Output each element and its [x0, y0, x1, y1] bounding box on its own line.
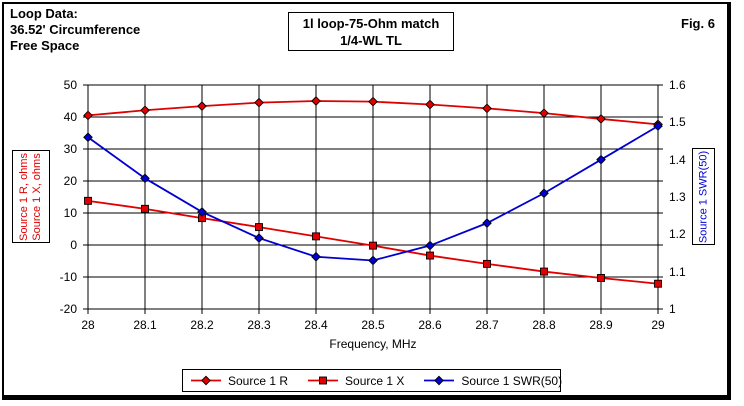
x-axis-tick: 28	[81, 318, 95, 332]
x-axis-tick: 28.3	[247, 318, 271, 332]
right-axis-tick: 1.4	[669, 152, 686, 167]
legend-item: Source 1 R	[191, 374, 288, 388]
diamond-marker	[539, 108, 549, 118]
left-axis-tick: -10	[59, 270, 77, 284]
square-marker	[312, 232, 320, 241]
x-axis-tick: 28.9	[589, 318, 613, 332]
square-marker	[255, 223, 263, 232]
diamond-marker	[311, 96, 321, 106]
plot-area	[83, 84, 663, 314]
x-axis-tick: 28.5	[361, 318, 385, 332]
square-marker	[369, 241, 377, 250]
left-axis-tick: 50	[63, 78, 77, 92]
diamond-marker	[254, 233, 264, 243]
diamond-marker	[197, 101, 207, 111]
right-axis-tick: 1.5	[669, 115, 686, 130]
loop-data-line1: Loop Data:	[10, 6, 78, 21]
diamond-marker	[368, 96, 378, 107]
figure-number: Fig. 6	[681, 16, 715, 31]
square-marker	[84, 196, 92, 205]
loop-data-line3: Free Space	[10, 38, 80, 53]
diamond-marker	[539, 188, 549, 199]
right-axis-tick: 1.1	[669, 264, 686, 279]
diamond-marker	[311, 251, 321, 262]
diamond-marker	[482, 218, 492, 228]
x-axis-tick: 28.1	[133, 318, 157, 332]
diamond-marker	[368, 255, 378, 266]
left-axis-title-line2: Source 1 X, ohms	[31, 152, 43, 241]
right-axis-tick: 1.6	[669, 78, 686, 92]
square-marker	[654, 279, 662, 288]
square-marker	[141, 204, 149, 213]
legend-label: Source 1 SWR(50)	[461, 373, 563, 388]
diamond-marker	[83, 132, 93, 143]
x-axis-tick: 28.2	[190, 318, 214, 332]
window-frame	[2, 2, 731, 400]
chart-title-line1: 1l loop-75-Ohm match	[302, 16, 440, 31]
x-axis-tick: 28.7	[475, 318, 499, 332]
right-axis-title: Source 1 SWR(50)	[697, 150, 709, 243]
left-axis-title-box: Source 1 R, ohms Source 1 X, ohms	[12, 150, 50, 243]
square-marker	[426, 251, 434, 260]
diamond-marker	[201, 375, 211, 386]
legend-item: Source 1 SWR(50)	[424, 374, 562, 388]
x-axis-tick: 28.6	[418, 318, 442, 332]
legend-marker-icon	[424, 375, 455, 386]
square-marker	[540, 267, 548, 276]
legend-label: Source 1 X	[345, 373, 405, 388]
square-marker	[319, 376, 327, 385]
chart-title-box: 1l loop-75-Ohm match 1/4-WL TL	[288, 12, 454, 51]
left-axis-tick: 0	[70, 238, 77, 252]
loop-data-line2: 36.52' Circumference	[10, 22, 141, 37]
x-axis-title: Frequency, MHz	[329, 337, 417, 351]
legend-marker-icon	[191, 375, 221, 386]
right-axis-tick: 1.3	[669, 190, 686, 204]
left-axis-tick: 30	[63, 142, 77, 156]
x-axis-tick: 28.4	[304, 318, 328, 332]
left-axis-tick: 20	[63, 174, 77, 188]
diamond-marker	[653, 121, 663, 131]
left-axis-tick: -20	[59, 302, 77, 316]
diamond-marker	[596, 114, 606, 124]
left-axis-tick: 40	[63, 110, 77, 124]
right-axis-title-box: Source 1 SWR(50)	[692, 148, 715, 245]
diamond-marker	[83, 110, 93, 121]
x-axis-tick: 29	[651, 318, 665, 332]
legend-item: Source 1 X	[308, 374, 404, 388]
x-axis-tick: 28.8	[532, 318, 556, 332]
left-axis-tick: 10	[63, 206, 77, 220]
left-axis-title-line1: Source 1 R, ohms	[18, 152, 30, 241]
square-marker	[483, 259, 491, 268]
diamond-marker	[254, 97, 264, 108]
right-axis-tick: 1.2	[669, 227, 686, 242]
legend: Source 1 R Source 1 X Source 1 SWR(50)	[182, 369, 562, 392]
chart-title-line2: 1/4-WL TL	[340, 33, 402, 48]
diamond-marker	[434, 375, 445, 386]
diamond-marker	[140, 173, 150, 184]
loop-data-annotation: Loop Data: 36.52' Circumference Free Spa…	[10, 6, 140, 54]
legend-label: Source 1 R	[228, 373, 289, 388]
legend-marker-icon	[308, 376, 339, 385]
diamond-marker	[482, 103, 492, 114]
diamond-marker	[140, 105, 150, 116]
diamond-marker	[425, 99, 435, 110]
left-axis-title: Source 1 R, ohms Source 1 X, ohms	[18, 152, 44, 240]
square-marker	[597, 274, 605, 282]
right-axis-tick: 1	[669, 302, 676, 316]
diamond-marker	[425, 240, 435, 251]
diamond-marker	[596, 154, 606, 165]
diamond-marker	[197, 207, 207, 217]
